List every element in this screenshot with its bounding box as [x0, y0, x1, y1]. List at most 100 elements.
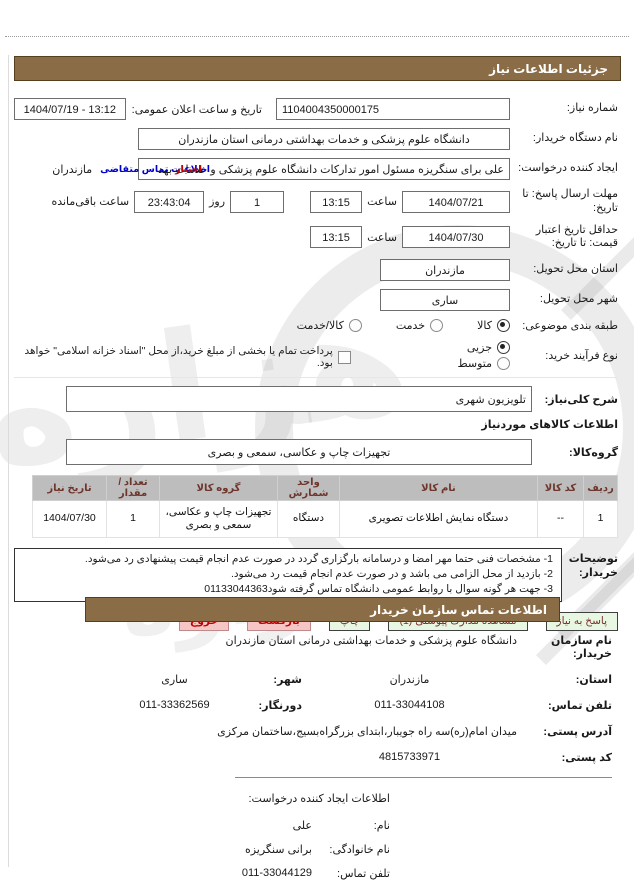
process-type-option[interactable]: متوسط — [457, 357, 510, 370]
row-phone-fax: تلفن تماس: 011-33044108 دورنگار: 011-333… — [22, 699, 612, 712]
org-name-label: نام سازمان خریدار: — [551, 635, 612, 660]
response-deadline-label: مهلت ارسال پاسخ: تا تاریخ: — [522, 188, 618, 214]
row-need-number: شماره نیاز: 1104004350000175 تاریخ و ساع… — [14, 98, 618, 120]
remaining-days-field[interactable]: 1 — [230, 190, 285, 213]
need-number-field[interactable]: 1104004350000175 — [275, 98, 510, 120]
subject-class-option[interactable]: خدمت — [395, 319, 444, 332]
items-table-header-6: تاریخ نیاز — [32, 475, 107, 501]
items-table-header-4: گروه کالا — [159, 475, 278, 501]
radio-icon[interactable] — [497, 357, 510, 370]
buyer-notes: توضیحات خریدار: 1- مشخصات فنی حتما مهر ا… — [14, 548, 618, 602]
row-province-city: استان: مازندران شهر: ساری — [22, 673, 612, 686]
buyer-note-line: 1- مشخصات فنی حتما مهر امضا و درسامانه ب… — [84, 553, 553, 565]
table-cell: 1404/07/30 — [32, 500, 107, 538]
delivery-province-label: استان محل تحویل: — [533, 263, 618, 276]
need-description-field[interactable]: تلویزیون شهری — [66, 386, 532, 412]
row-subject-classification: طبقه بندی موضوعی: کالا خدمت کالا/خدمت — [14, 319, 618, 335]
table-cell: تجهیزات چاپ و عکاسی، سمعی و بصری — [159, 500, 278, 538]
respond-to-need-button[interactable]: پاسخ به نیاز — [545, 611, 618, 631]
validity-date-field[interactable]: 1404/07/30 — [402, 226, 510, 249]
request-creator-label: ایجاد کننده درخواست: — [518, 162, 618, 175]
org-name-value: دانشگاه علوم پزشکی و خدمات بهداشتی درمان… — [225, 635, 517, 647]
table-cell: دستگاه — [277, 500, 340, 538]
postal-code-value: 4815733971 — [378, 751, 441, 763]
items-table-header-row: ردیف کد کالا نام کالا واحد شمارش گروه کالا تع… — [32, 475, 618, 501]
delivery-city-field[interactable]: ساری — [380, 289, 510, 311]
treasury-docs-checkbox[interactable] — [337, 350, 351, 364]
contact-info-link[interactable]: اطلاعات تماس متقاضی اختیار — [100, 163, 210, 175]
request-creator-field[interactable]: علی برای سنگریزه مسئول امور تدارکات دانش… — [138, 158, 510, 180]
contact-city-value: ساری — [161, 674, 188, 686]
creator-phone-value: 011-33044129 — [241, 867, 312, 879]
price-validity-label: حداقل تاریخ اعتبار قیمت: تا تاریخ: — [535, 223, 618, 250]
postal-address-value: میدان امام(ره)سه راه جویبار،ابتدای بزرگر… — [217, 726, 517, 738]
buyer-contact-section: نام سازمان خریدار: دانشگاه علوم پزشکی و … — [22, 634, 612, 891]
row-process-type: نوع فرآیند خرید: جزیی متوسط پرداخت تمام ی… — [14, 341, 618, 373]
row-creator-last-name: نام خانوادگی: برانی سنگریزه — [200, 843, 390, 856]
row-postal-address: آدرس پستی: میدان امام(ره)سه راه جویبار،ا… — [22, 725, 612, 738]
subject-class-option[interactable]: کالا/خدمت — [297, 319, 362, 332]
creator-first-name-label: نام: — [373, 820, 390, 832]
radio-icon[interactable] — [430, 319, 444, 332]
top-dotted-divider — [5, 36, 629, 37]
required-goods-heading: اطلاعات کالاهای موردنیاز — [481, 419, 618, 431]
section-header-need-details: جزئیات اطلاعات نیاز — [14, 56, 621, 81]
row-need-description: شرح کلی‌نیاز: تلویزیون شهری — [14, 386, 618, 412]
row-delivery-city: شهر محل تحویل: ساری — [14, 289, 618, 311]
process-type-selected-option[interactable]: جزیی — [467, 341, 510, 354]
contact-city-label: شهر: — [273, 674, 302, 686]
buyer-device-label: نام دستگاه خریدار: — [532, 132, 618, 145]
need-details-form: شماره نیاز: 1104004350000175 تاریخ و ساع… — [14, 98, 618, 631]
process-type-option-label: جزیی — [466, 342, 492, 354]
form-separator — [14, 377, 618, 378]
subject-class-option-label: کالا/خدمت — [296, 320, 344, 332]
buyer-note-line: 3- جهت هر گونه سوال با روابط عمومی دانشگ… — [204, 583, 553, 596]
treasury-docs-checkbox-label: پرداخت تمام یا بخشی از مبلغ خرید،از محل … — [24, 345, 333, 369]
row-request-creator: ایجاد کننده درخواست: علی برای سنگریزه مس… — [14, 158, 618, 180]
contact-province-value: مازندران — [389, 674, 430, 686]
contact-fax-label: دورنگار: — [258, 700, 302, 712]
table-cell: دستگاه نمایش اطلاعات تصویری — [339, 500, 538, 538]
delivery-province-field[interactable]: مازندران — [380, 259, 510, 281]
contact-info-link-text: اطلاعات تماس متقاضی — [100, 164, 210, 175]
row-creator-first-name: نام: علی — [200, 819, 390, 832]
remaining-time-field[interactable]: 23:43:04 — [134, 190, 205, 213]
buyer-device-field[interactable]: دانشگاه علوم پزشکی و خدمات بهداشتی درمان… — [138, 128, 510, 150]
process-type-option-label: متوسط — [457, 358, 492, 370]
remaining-time-label: ساعت باقی‌مانده — [51, 196, 130, 209]
subject-class-selected-option[interactable]: کالا — [477, 319, 510, 332]
need-number-label: شماره نیاز: — [566, 102, 618, 115]
page-left-rule — [8, 55, 9, 867]
goods-group-field[interactable]: تجهیزات چاپ و عکاسی، سمعی و بصری — [66, 439, 532, 465]
contact-province-label: استان: — [575, 674, 612, 686]
contact-phone-value: 011-33044108 — [374, 699, 445, 711]
row-creator-phone: تلفن تماس: 011-33044129 — [200, 867, 390, 880]
creator-last-name-label: نام خانوادگی: — [329, 844, 390, 856]
subject-class-option-label: کالا — [477, 320, 492, 332]
radio-icon[interactable] — [348, 319, 362, 332]
items-table: ردیف کد کالا نام کالا واحد شمارش گروه کالا تع… — [32, 475, 618, 538]
table-cell: 1 — [583, 500, 618, 538]
radio-icon[interactable] — [497, 341, 510, 354]
items-table-header-1: کد کالا — [537, 475, 584, 501]
validity-hour-field[interactable]: 13:15 — [310, 226, 363, 249]
creator-first-name-value: علی — [292, 820, 312, 832]
row-goods-group: گروه‌کالا: تجهیزات چاپ و عکاسی، سمعی و ب… — [14, 439, 618, 465]
announce-label: تاریخ و ساعت اعلان عمومی: — [131, 103, 262, 116]
items-table-header-5: تعداد / مقدار — [106, 475, 160, 501]
creator-suffix-text: مازندران — [52, 163, 93, 176]
creator-last-name-value: برانی سنگریزه — [244, 844, 312, 856]
row-delivery-province: استان محل تحویل: مازندران — [14, 259, 618, 281]
need-description-label: شرح کلی‌نیاز: — [544, 393, 618, 406]
subject-class-option-label: خدمت — [395, 320, 426, 332]
goods-group-label: گروه‌کالا: — [569, 446, 618, 459]
row-price-validity: حداقل تاریخ اعتبار قیمت: تا تاریخ: 1404/… — [14, 224, 618, 252]
items-table-header-3: واحد شمارش — [277, 475, 340, 501]
table-cell: 1 — [106, 500, 160, 538]
radio-icon[interactable] — [497, 319, 510, 332]
table-cell: -- — [537, 500, 584, 538]
announce-datetime-field[interactable]: 1404/07/19 - 13:12 — [14, 98, 126, 120]
items-table-header-0: ردیف — [583, 475, 618, 501]
deadline-hour-field[interactable]: 13:15 — [310, 190, 363, 213]
deadline-date-field[interactable]: 1404/07/21 — [402, 190, 510, 213]
